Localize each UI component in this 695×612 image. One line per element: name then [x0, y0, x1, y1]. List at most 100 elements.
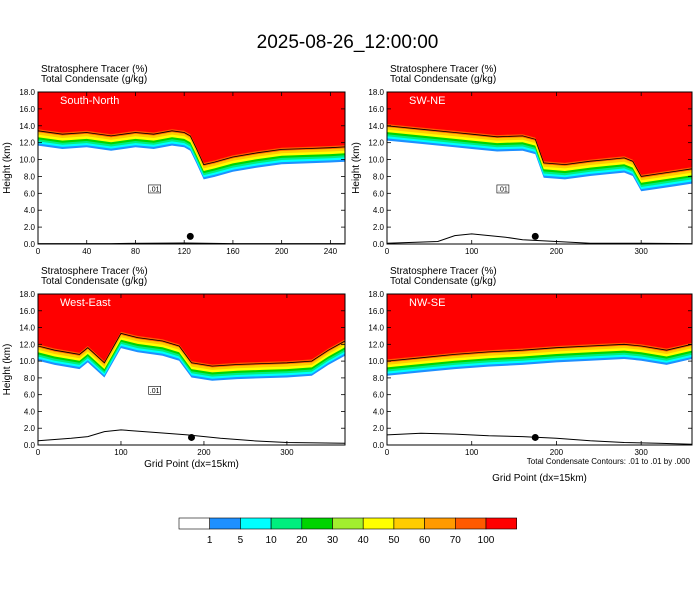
x-tick-label: 0 — [36, 247, 41, 256]
y-tick-label: 0.0 — [373, 441, 385, 450]
y-tick-label: 10.0 — [368, 156, 384, 165]
contour-label-box — [496, 184, 510, 194]
y-tick-label: 10.0 — [19, 357, 35, 366]
y-tick-label: 0.0 — [24, 441, 36, 450]
panel-3: .01 West-East Stratosphere Tracer (%)Total… — [2, 266, 346, 470]
y-tick-label: 12.0 — [19, 139, 35, 148]
x-tick-label: 300 — [634, 448, 648, 457]
y-tick-label: 0.0 — [373, 240, 385, 249]
condensate-label: Total Condensate (g/kg) — [41, 74, 147, 85]
colorbar-swatch — [362, 517, 395, 530]
colorbar-label: 5 — [238, 535, 244, 546]
y-tick-label: 2.0 — [24, 424, 36, 433]
y-tick-label: 12.0 — [19, 340, 35, 349]
x-axis-label: Grid Point (dx=15km) — [492, 473, 587, 484]
plot-frame — [37, 91, 346, 245]
plot-frame — [386, 293, 693, 446]
tracer-label: Stratosphere Tracer (%) — [390, 64, 497, 75]
y-tick-label: 18.0 — [368, 88, 384, 97]
y-tick-label: 2.0 — [373, 223, 385, 232]
contour-label: .01 — [498, 186, 508, 193]
colorbar: 1 5 10 20 30 40 50 60 70 100 — [178, 517, 518, 546]
x-tick-label: 200 — [275, 247, 289, 256]
x-tick-label: 240 — [324, 247, 338, 256]
y-tick-label: 16.0 — [368, 105, 384, 114]
x-tick-label: 100 — [465, 448, 479, 457]
y-tick-label: 18.0 — [368, 290, 384, 299]
y-tick-label: 10.0 — [368, 357, 384, 366]
panel-name: NW-SE — [409, 297, 445, 309]
y-axis-label: Height (km) — [2, 142, 13, 194]
colorbar-swatch — [454, 517, 487, 530]
colorbar-label: 1 — [207, 535, 213, 546]
y-tick-label: 4.0 — [373, 206, 385, 215]
colorbar-label: 70 — [450, 535, 462, 546]
y-tick-label: 18.0 — [19, 290, 35, 299]
panel-name: SW-NE — [409, 95, 445, 107]
x-tick-label: 0 — [385, 448, 390, 457]
contour-note: Total Condensate Contours: .01 to .01 by… — [527, 457, 691, 466]
colorbar-label: 30 — [327, 535, 339, 546]
x-tick-label: 120 — [178, 247, 192, 256]
y-axis-label: Height (km) — [2, 344, 13, 396]
y-tick-label: 12.0 — [368, 139, 384, 148]
y-tick-label: 16.0 — [19, 105, 35, 114]
y-tick-label: 16.0 — [19, 307, 35, 316]
contour-label: .01 — [150, 186, 160, 193]
figure-title: 2025-08-26_12:00:00 — [257, 32, 439, 53]
x-tick-label: 100 — [465, 247, 479, 256]
y-axis-label: Height (km) — [351, 142, 362, 194]
plot-frame — [37, 293, 346, 446]
location-marker — [531, 232, 539, 240]
condensate-label: Total Condensate (g/kg) — [390, 276, 496, 287]
y-tick-label: 4.0 — [24, 206, 36, 215]
tracer-band-0 — [387, 92, 692, 175]
contour-label-box — [148, 184, 161, 194]
colorbar-swatch — [209, 517, 241, 530]
panel-name: West-East — [60, 297, 111, 309]
plot-area: .01 — [38, 294, 345, 445]
terrain-line — [38, 429, 345, 444]
y-tick-label: 8.0 — [24, 172, 36, 181]
condensate-contour — [38, 332, 345, 367]
panel-1: .01 South-North Stratosphere Tracer (%)Tot… — [2, 64, 346, 256]
colorbar-label: 10 — [266, 535, 278, 546]
location-marker — [531, 433, 539, 441]
colorbar-label: 40 — [358, 535, 370, 546]
colorbar-swatch — [270, 517, 303, 530]
tracer-label: Stratosphere Tracer (%) — [390, 266, 497, 277]
plot-area: .01 — [38, 92, 345, 244]
condensate-contour — [38, 130, 345, 166]
condensate-label: Total Condensate (g/kg) — [390, 74, 496, 85]
x-tick-label: 300 — [280, 448, 294, 457]
contour-label-box — [148, 386, 161, 395]
x-tick-label: 200 — [550, 247, 564, 256]
colorbar-swatch — [301, 517, 333, 530]
condensate-contour — [387, 343, 692, 362]
y-tick-label: 6.0 — [373, 391, 385, 400]
x-tick-label: 80 — [131, 247, 140, 256]
colorbar-label: 50 — [388, 535, 400, 546]
y-tick-label: 14.0 — [368, 122, 384, 131]
y-tick-label: 12.0 — [368, 340, 384, 349]
colorbar-label: 100 — [478, 535, 495, 546]
colorbar-label: 60 — [419, 535, 431, 546]
y-tick-label: 2.0 — [373, 424, 385, 433]
condensate-label: Total Condensate (g/kg) — [41, 276, 147, 287]
colorbar-swatch — [485, 517, 518, 530]
x-tick-label: 40 — [82, 247, 91, 256]
contour-label: .01 — [150, 388, 160, 395]
y-tick-label: 16.0 — [368, 307, 384, 316]
y-tick-label: 18.0 — [19, 88, 35, 97]
colorbar-swatch — [240, 517, 272, 530]
x-tick-label: 200 — [550, 448, 564, 457]
x-tick-label: 0 — [385, 247, 390, 256]
plot-area — [387, 294, 692, 445]
x-tick-label: 100 — [114, 448, 128, 457]
panel-2: .01 SW-NE Stratosphere Tracer (%)Total Con… — [351, 64, 693, 256]
colorbar-label: 20 — [296, 535, 308, 546]
x-tick-label: 0 — [36, 448, 41, 457]
x-axis-label: Grid Point (dx=15km) — [144, 459, 239, 470]
